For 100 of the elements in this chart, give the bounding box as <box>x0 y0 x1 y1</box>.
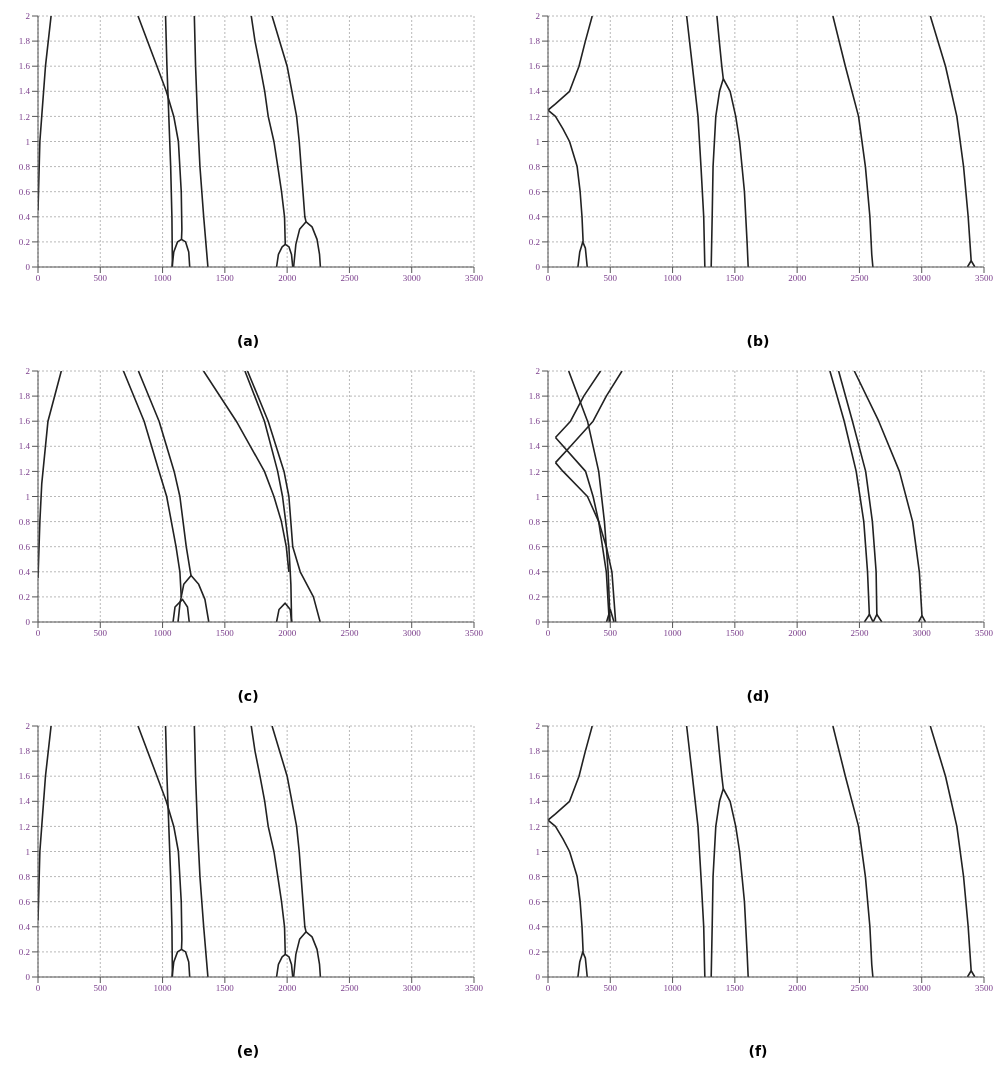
y-tick-label: 1 <box>535 491 540 502</box>
y-tick-label: 0.8 <box>528 516 541 527</box>
y-tick-label: 1.8 <box>18 391 31 402</box>
text: (b) <box>745 333 771 349</box>
y-tick-label: 1.2 <box>528 466 540 477</box>
y-tick-label: 0.4 <box>528 566 541 577</box>
y-tick-label: 1.8 <box>528 746 541 757</box>
y-tick-label: 0.4 <box>528 212 541 222</box>
text: (a) <box>235 333 261 349</box>
x-tick-label: 3000 <box>912 273 932 284</box>
y-tick-label: 0.8 <box>528 161 541 172</box>
x-tick-label: 1500 <box>215 628 235 639</box>
y-tick-label: 0.2 <box>18 592 30 603</box>
y-tick-label: 0 <box>25 262 31 273</box>
x-tick-label: 3000 <box>402 983 422 994</box>
y-tick-label: 0 <box>535 972 541 983</box>
x-tick-label: 3500 <box>975 983 994 994</box>
y-tick-label: 1.6 <box>18 771 31 782</box>
y-tick-label: 1.6 <box>18 61 31 72</box>
y-tick-label: 1.6 <box>528 61 541 72</box>
y-tick-label: 1.4 <box>18 796 31 807</box>
y-tick-label: 0.2 <box>528 237 540 248</box>
text: (e) <box>235 1043 261 1059</box>
x-tick-label: 2500 <box>850 273 869 284</box>
y-tick-label: 2 <box>535 366 540 377</box>
y-tick-label: 0 <box>535 262 541 273</box>
y-tick-label: 0.8 <box>18 161 31 172</box>
text: (c) <box>236 688 260 704</box>
y-tick-label: 1.2 <box>18 466 30 477</box>
x-tick-label: 3500 <box>465 273 484 284</box>
x-tick-label: 0 <box>545 273 551 284</box>
x-tick-label: 1000 <box>663 983 683 994</box>
x-tick-label: 0 <box>35 983 41 994</box>
y-tick-label: 1.4 <box>528 796 541 807</box>
y-tick-label: 1.4 <box>18 441 31 452</box>
x-tick-label: 500 <box>93 983 108 994</box>
y-tick-label: 0.6 <box>528 896 541 907</box>
y-tick-label: 0.2 <box>18 947 30 958</box>
x-tick-label: 3500 <box>465 983 484 994</box>
y-tick-label: 0.2 <box>528 947 540 958</box>
y-tick-label: 1 <box>25 136 30 147</box>
x-tick-label: 1500 <box>215 273 235 284</box>
x-tick-label: 500 <box>93 628 108 639</box>
y-tick-label: 1.2 <box>18 111 30 122</box>
x-tick-label: 2500 <box>340 983 359 994</box>
x-tick-label: 2000 <box>278 273 297 284</box>
y-tick-label: 0.6 <box>18 186 31 197</box>
x-tick-label: 0 <box>545 983 551 994</box>
x-tick-label: 3000 <box>912 983 932 994</box>
text: (d) <box>745 688 771 704</box>
x-tick-label: 2000 <box>788 273 807 284</box>
x-tick-label: 0 <box>35 628 41 639</box>
text: (f) <box>747 1043 769 1059</box>
x-tick-label: 3500 <box>465 628 484 639</box>
y-tick-label: 1 <box>535 136 540 147</box>
x-tick-label: 500 <box>603 983 618 994</box>
x-tick-label: 2000 <box>278 983 297 994</box>
x-tick-label: 1000 <box>153 628 173 639</box>
x-tick-label: 1500 <box>725 628 745 639</box>
x-tick-label: 3500 <box>975 628 994 639</box>
y-tick-label: 2 <box>25 721 30 732</box>
y-tick-label: 0.6 <box>18 896 31 907</box>
x-tick-label: 2500 <box>340 273 359 284</box>
y-tick-label: 2 <box>535 11 540 22</box>
y-tick-label: 0.4 <box>18 566 31 577</box>
y-tick-label: 1.8 <box>528 391 541 402</box>
x-tick-label: 1500 <box>725 983 745 994</box>
y-tick-label: 1.6 <box>528 771 541 782</box>
x-tick-label: 1500 <box>725 273 745 284</box>
x-tick-label: 0 <box>545 628 551 639</box>
y-tick-label: 1.4 <box>18 86 31 97</box>
y-tick-label: 0.6 <box>528 186 541 197</box>
y-tick-label: 0 <box>25 972 31 983</box>
x-tick-label: 2500 <box>850 983 869 994</box>
y-tick-label: 0.8 <box>18 516 31 527</box>
y-tick-label: 1.4 <box>528 86 541 97</box>
y-tick-label: 0.2 <box>528 592 540 603</box>
y-tick-label: 2 <box>25 11 30 22</box>
x-tick-label: 0 <box>35 273 41 284</box>
x-tick-label: 2000 <box>788 983 807 994</box>
y-tick-label: 1.8 <box>528 36 541 47</box>
y-tick-label: 1.2 <box>18 821 30 832</box>
y-tick-label: 0.6 <box>18 541 31 552</box>
y-tick-label: 0.2 <box>18 237 30 248</box>
x-tick-label: 2000 <box>278 628 297 639</box>
y-tick-label: 1 <box>25 846 30 857</box>
y-tick-label: 1.6 <box>18 416 31 427</box>
y-tick-label: 0.4 <box>18 212 31 222</box>
y-tick-label: 2 <box>535 721 540 732</box>
x-tick-label: 2000 <box>788 628 807 639</box>
y-tick-label: 0.4 <box>18 921 31 932</box>
x-tick-label: 1000 <box>153 983 173 994</box>
y-tick-label: 1.4 <box>528 441 541 452</box>
y-tick-label: 1.8 <box>18 36 31 47</box>
x-tick-label: 2500 <box>850 628 869 639</box>
x-tick-label: 3000 <box>402 273 422 284</box>
y-tick-label: 0 <box>25 617 31 628</box>
x-tick-label: 500 <box>603 628 618 639</box>
x-tick-label: 1500 <box>215 983 235 994</box>
x-tick-label: 1000 <box>663 628 683 639</box>
